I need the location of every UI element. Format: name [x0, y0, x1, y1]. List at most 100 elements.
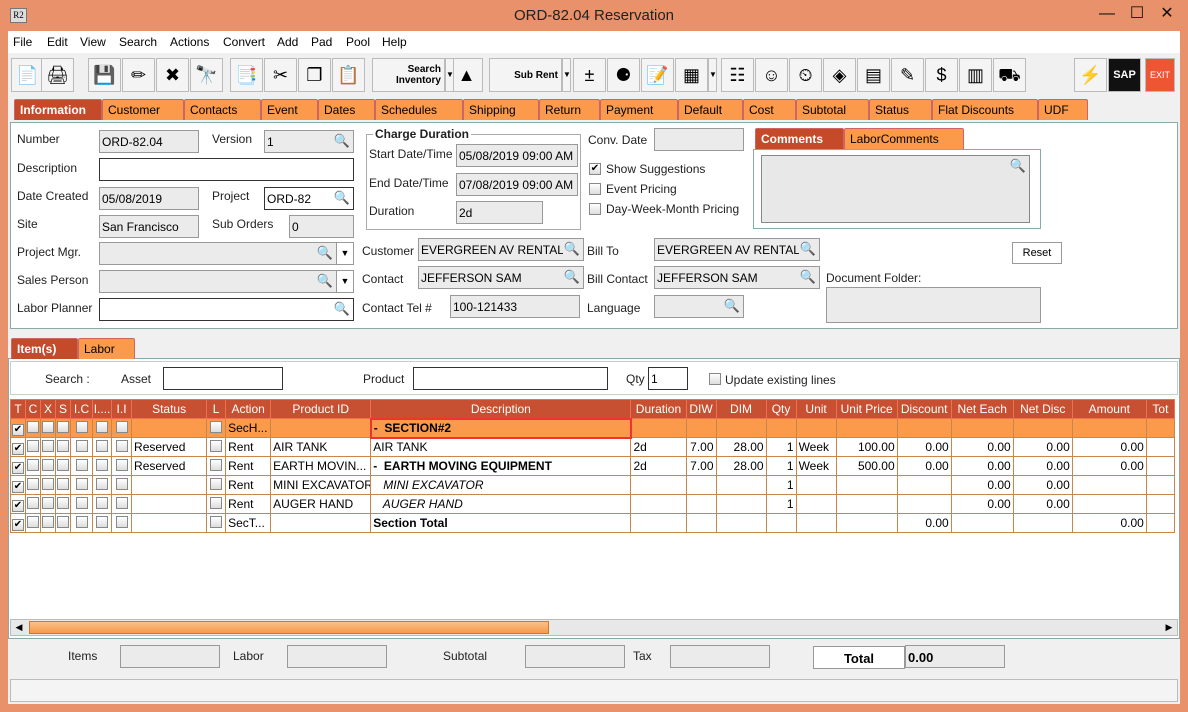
cell-unit[interactable]	[795, 475, 837, 495]
column-header[interactable]: Product ID	[270, 399, 372, 419]
column-header[interactable]: C	[25, 399, 41, 419]
row-checkbox[interactable]	[57, 458, 69, 471]
copy-order-button[interactable]: 📑	[230, 58, 263, 92]
add-remove-button[interactable]: ±	[573, 58, 606, 92]
column-header[interactable]: Amount	[1071, 399, 1147, 419]
cell-checkbox[interactable]	[40, 475, 56, 495]
bill-contact-field[interactable]: JEFFERSON SAM 🔍	[654, 266, 820, 289]
cell-checkbox[interactable]	[40, 456, 56, 476]
row-checkbox[interactable]	[75, 496, 88, 509]
close-button[interactable]: ✕	[1160, 5, 1174, 22]
cell-amount[interactable]	[1071, 494, 1147, 514]
row-checkbox[interactable]	[96, 439, 109, 452]
cell-checkbox[interactable]	[111, 513, 133, 533]
cell-checkbox[interactable]	[10, 494, 26, 514]
show-suggestions-checkbox[interactable]	[589, 163, 601, 175]
cell-l[interactable]	[206, 475, 227, 495]
column-header[interactable]: L	[206, 399, 227, 419]
cell-status[interactable]	[131, 418, 208, 438]
lock-checkbox[interactable]	[210, 515, 223, 528]
row-checkbox[interactable]	[115, 477, 128, 490]
row-checkbox[interactable]	[42, 477, 54, 490]
cell-tot[interactable]	[1145, 475, 1176, 495]
cell-desc[interactable]: MINI EXCAVATOR	[370, 475, 632, 495]
contact-field[interactable]: JEFFERSON SAM 🔍	[418, 266, 584, 289]
row-checkbox[interactable]	[27, 477, 39, 490]
cell-checkbox[interactable]	[69, 456, 94, 476]
cell-checkbox[interactable]	[69, 494, 94, 514]
cell-action[interactable]: Rent	[225, 456, 272, 476]
column-header[interactable]: Net Each	[950, 399, 1014, 419]
tab-customer[interactable]: Customer	[102, 99, 184, 120]
column-header[interactable]: X	[40, 399, 56, 419]
column-header[interactable]: Discount	[896, 399, 952, 419]
calendar-dropdown[interactable]: ▼	[708, 58, 717, 92]
cell-product[interactable]: AUGER HAND	[270, 494, 372, 514]
duration-field[interactable]: 2d	[456, 201, 543, 224]
cell-duration[interactable]: 2d	[630, 437, 687, 457]
cell-net-each[interactable]: 0.00	[950, 494, 1014, 514]
lock-checkbox[interactable]	[210, 439, 223, 452]
cell-checkbox[interactable]	[69, 513, 94, 533]
row-checkbox[interactable]	[75, 439, 88, 452]
search-inventory-button[interactable]: Search Inventory	[372, 58, 445, 92]
cell-desc[interactable]: AIR TANK	[370, 437, 632, 457]
row-checkbox[interactable]	[12, 461, 24, 474]
lock-checkbox[interactable]	[210, 477, 223, 490]
row-checkbox[interactable]	[27, 420, 39, 433]
cell-unit[interactable]	[795, 494, 837, 514]
row-checkbox[interactable]	[115, 439, 128, 452]
cell-amount[interactable]: 0.00	[1071, 513, 1147, 533]
menu-actions[interactable]: Actions	[170, 35, 210, 49]
dwm-pricing-checkbox[interactable]	[589, 203, 601, 215]
scroll-left-icon[interactable]: ◀	[15, 622, 23, 632]
row-checkbox[interactable]	[75, 477, 88, 490]
row-checkbox[interactable]	[27, 439, 39, 452]
cell-l[interactable]	[206, 418, 227, 438]
site-field[interactable]: San Francisco	[99, 215, 199, 238]
cell-dim[interactable]: 28.00	[715, 437, 767, 457]
binoculars-button[interactable]: 🔭	[190, 58, 223, 92]
table-row[interactable]: SecH... - SECTION#2	[10, 417, 1176, 439]
bill-to-search-icon[interactable]: 🔍	[799, 241, 816, 256]
tab-default[interactable]: Default	[678, 99, 743, 120]
end-field[interactable]: 07/08/2019 09:00 AM	[456, 173, 578, 196]
tab-shipping[interactable]: Shipping	[463, 99, 539, 120]
cell-dim[interactable]: 28.00	[715, 456, 767, 476]
cell-qty[interactable]	[765, 513, 797, 533]
cell-unit[interactable]	[795, 418, 837, 438]
cell-checkbox[interactable]	[69, 437, 94, 457]
column-header[interactable]: Unit	[795, 399, 837, 419]
sub-rent-dropdown[interactable]: ▼	[562, 58, 571, 92]
cell-net-each[interactable]	[950, 513, 1014, 533]
row-checkbox[interactable]	[57, 496, 69, 509]
cell-checkbox[interactable]	[111, 494, 133, 514]
tab-subtotal[interactable]: Subtotal	[796, 99, 869, 120]
asset-input[interactable]	[163, 367, 283, 390]
tab-comments[interactable]: Comments	[755, 128, 844, 149]
cell-tot[interactable]	[1145, 437, 1176, 457]
save-button[interactable]: 💾	[88, 58, 121, 92]
sales-person-field[interactable]: 🔍 ▼	[99, 270, 354, 293]
cell-checkbox[interactable]	[55, 513, 71, 533]
row-checkbox[interactable]	[27, 496, 39, 509]
cell-checkbox[interactable]	[69, 475, 94, 495]
cell-net-disc[interactable]	[1012, 418, 1073, 438]
project-mgr-search-icon[interactable]: 🔍	[316, 245, 333, 260]
chevron-down-icon[interactable]: ▼	[336, 271, 353, 292]
cell-price[interactable]: 500.00	[835, 456, 898, 476]
cell-checkbox[interactable]	[92, 475, 113, 495]
row-checkbox[interactable]	[12, 423, 24, 436]
cell-price[interactable]	[835, 494, 898, 514]
cell-checkbox[interactable]	[25, 437, 41, 457]
cell-status[interactable]	[131, 494, 208, 514]
column-header[interactable]: Description	[370, 399, 632, 419]
sap-button[interactable]: SAP	[1108, 58, 1141, 92]
sales-person-search-icon[interactable]: 🔍	[316, 273, 333, 288]
cell-price[interactable]	[835, 513, 898, 533]
cell-price[interactable]: 100.00	[835, 437, 898, 457]
row-checkbox[interactable]	[96, 515, 109, 528]
column-header[interactable]: Unit Price	[835, 399, 898, 419]
